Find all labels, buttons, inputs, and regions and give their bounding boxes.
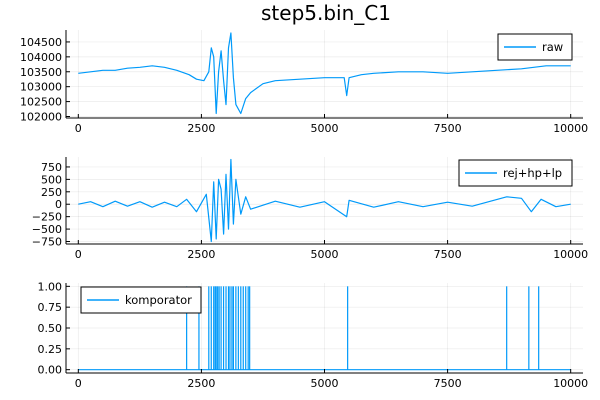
y-tick-label: 0.75	[38, 301, 63, 314]
x-tick-label: 5000	[311, 377, 339, 390]
y-tick-label: 103500	[20, 66, 62, 79]
y-tick-label: −250	[32, 211, 62, 224]
x-tick-label: 10000	[553, 377, 588, 390]
y-tick-label: 0.25	[38, 343, 63, 356]
x-tick-label: 7500	[434, 122, 462, 135]
x-tick-label: 10000	[553, 248, 588, 261]
legend: rej+hp+lp	[458, 159, 573, 187]
y-tick-label: 104500	[20, 36, 62, 49]
subplot-komporator: 0 2500 5000 7500 10000 0.00 0.25 0.50 0.75 1.00 ko…	[38, 280, 589, 390]
legend: raw	[497, 33, 573, 61]
series-line-raw	[78, 32, 571, 115]
y-tick-label: 0	[55, 198, 62, 211]
x-tick-label: 2500	[187, 248, 215, 261]
subplot-raw: 0 2500 5000 7500 10000 102000 102500 103000 1035…	[20, 30, 588, 135]
y-tick-label: 0.00	[38, 364, 63, 377]
x-tick-label: 7500	[434, 377, 462, 390]
x-tick-label: 0	[75, 122, 82, 135]
y-tick-label: 104000	[20, 51, 62, 64]
y-tick-label: 102500	[20, 96, 62, 109]
x-tick-label: 5000	[311, 248, 339, 261]
legend-label: rej+hp+lp	[503, 166, 562, 180]
series-line-rej-hp-lp	[78, 158, 571, 243]
y-tick-label: 250	[41, 186, 62, 199]
y-tick-label: 500	[41, 173, 62, 186]
y-tick-label: 0.50	[38, 322, 63, 335]
y-tick-label: 103000	[20, 81, 62, 94]
x-tick-label: 7500	[434, 248, 462, 261]
x-tick-label: 2500	[187, 122, 215, 135]
x-tick-label: 5000	[311, 122, 339, 135]
legend: komporator	[80, 286, 202, 314]
subplot-filtered: 0 2500 5000 7500 10000−750−500−2500250500750…	[32, 157, 588, 261]
y-tick-label: −750	[32, 236, 62, 249]
y-tick-label: 102000	[20, 111, 62, 124]
legend-label: raw	[542, 40, 563, 54]
x-tick-label: 0	[75, 248, 82, 261]
figure-title: step5.bin_C1	[261, 1, 391, 25]
x-tick-label: 10000	[553, 122, 588, 135]
y-tick-label: −500	[32, 223, 62, 236]
x-tick-label: 2500	[187, 377, 215, 390]
x-tick-label: 0	[75, 377, 82, 390]
legend-label: komporator	[125, 293, 192, 307]
y-tick-label: 750	[41, 161, 62, 174]
y-tick-label: 1.00	[38, 280, 63, 293]
